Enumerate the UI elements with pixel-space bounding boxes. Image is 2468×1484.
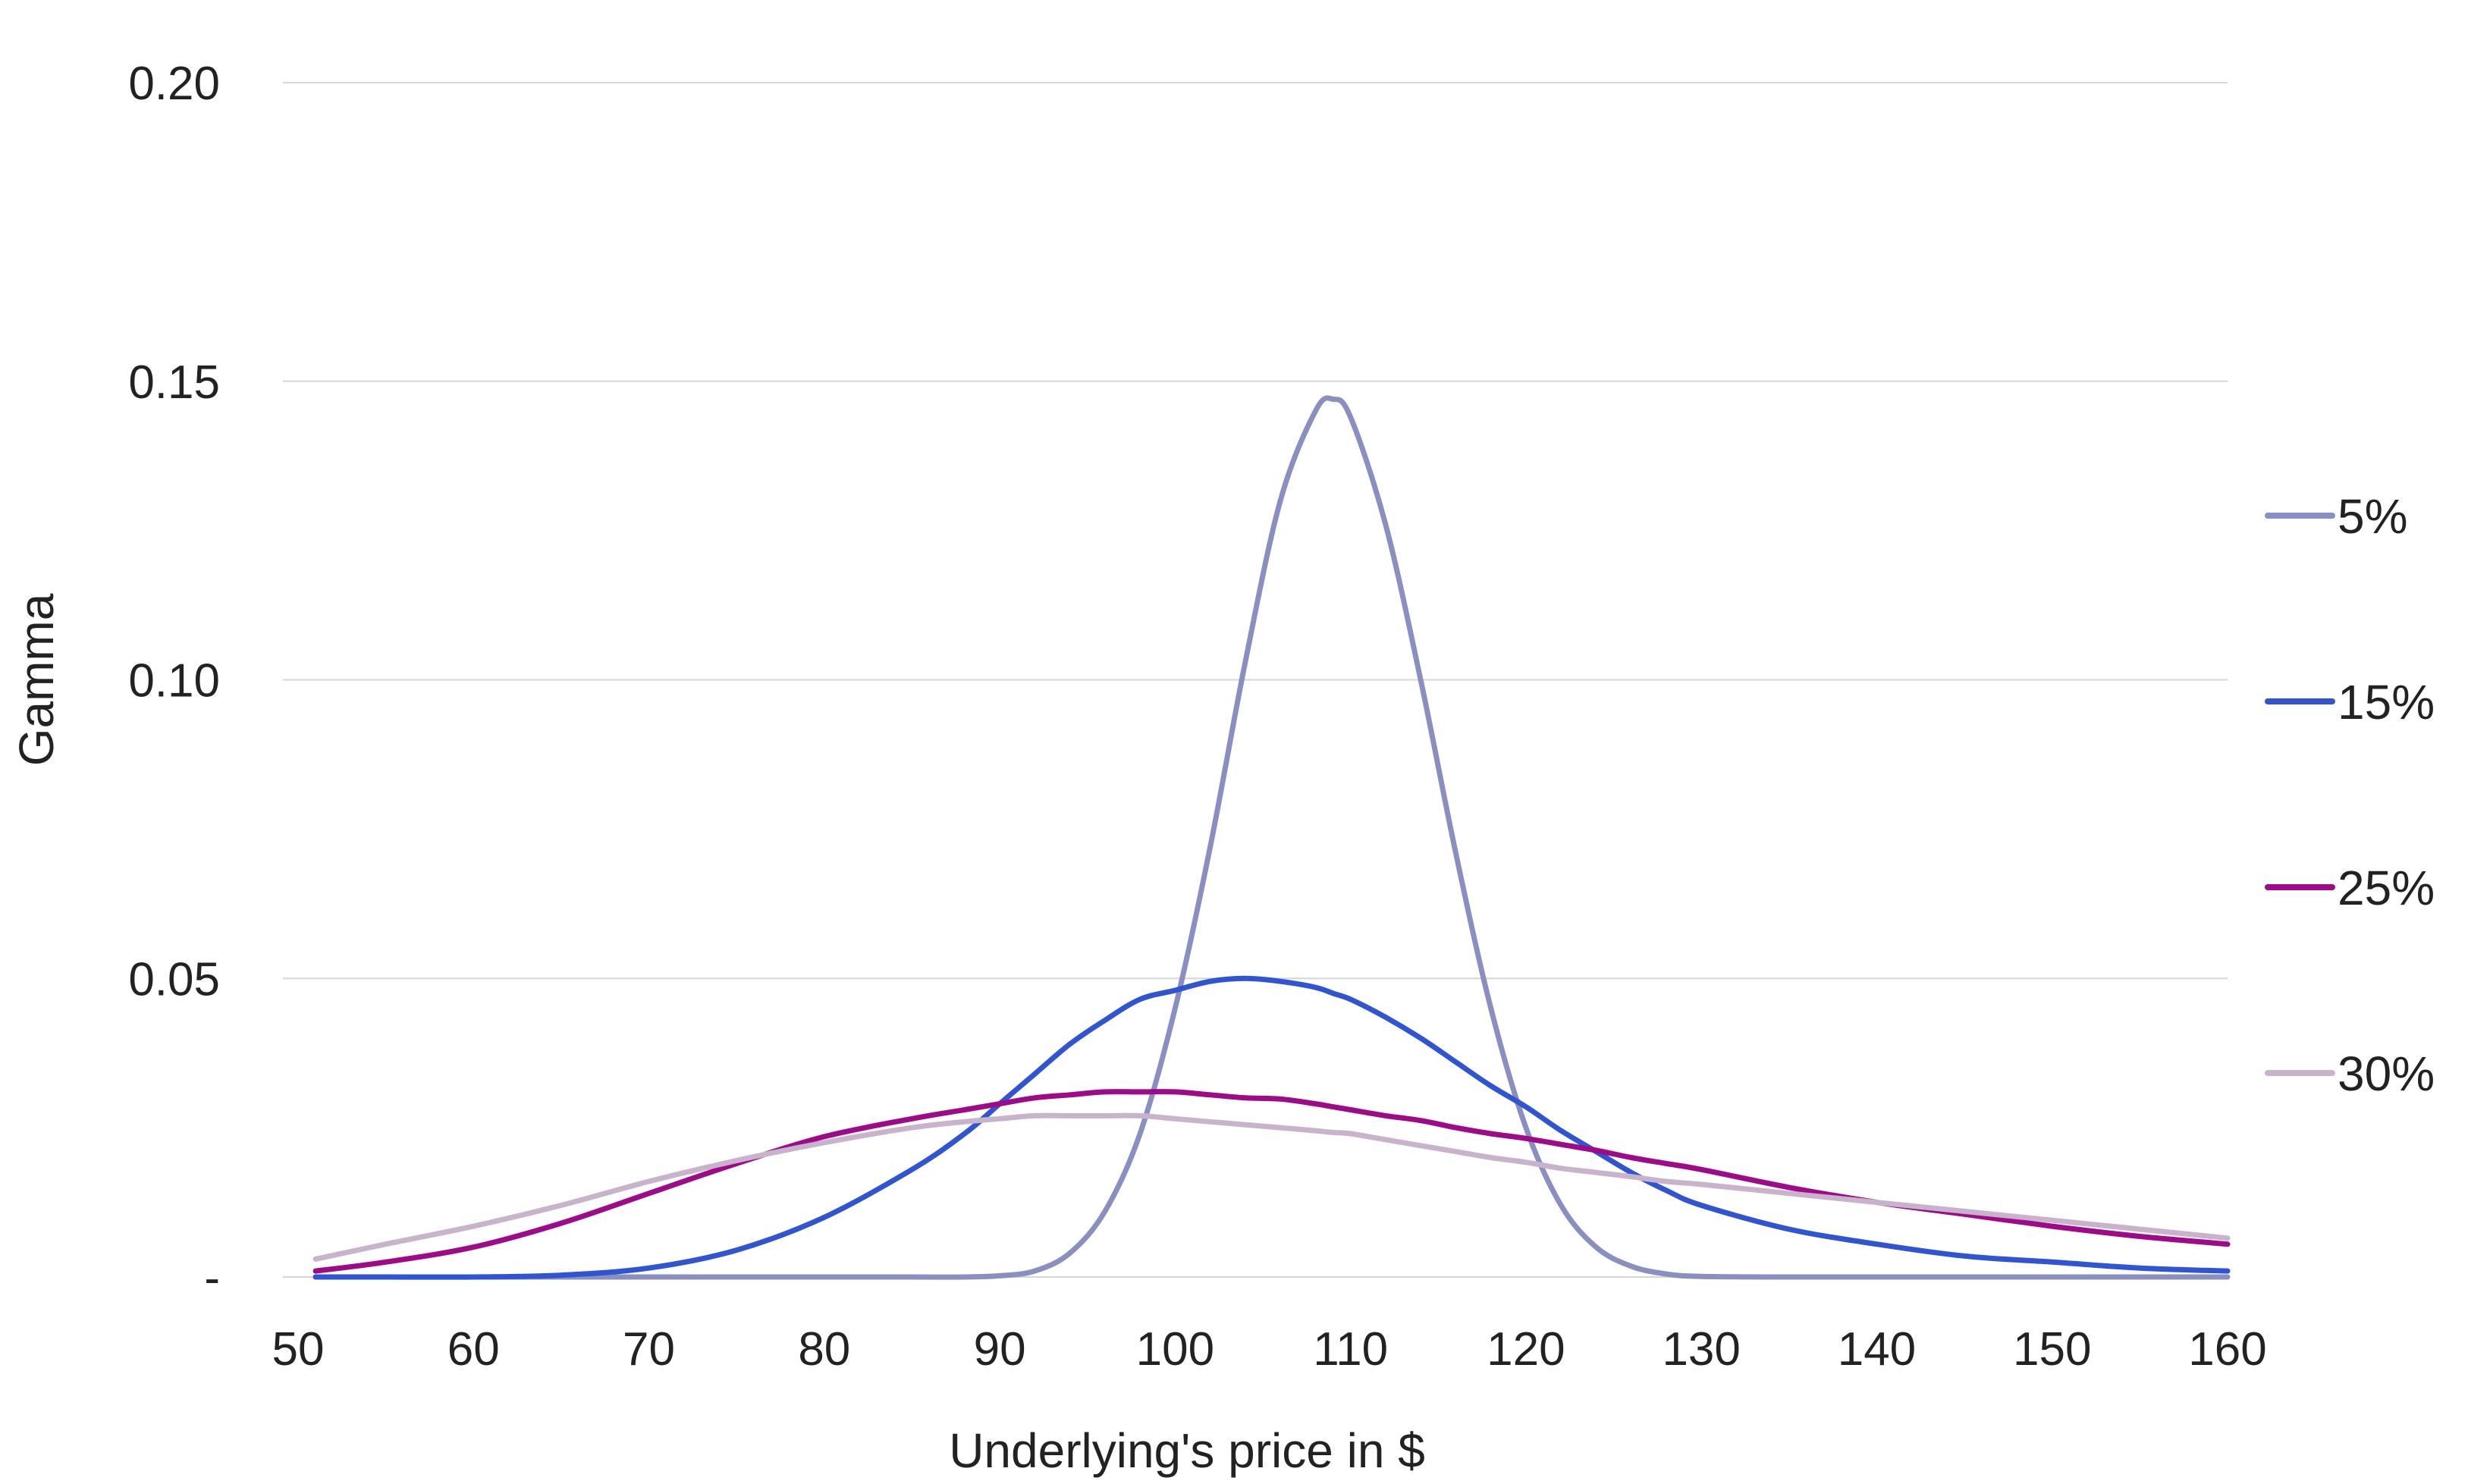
legend-label: 5% (2338, 489, 2408, 544)
x-tick-label: 80 (798, 1323, 850, 1376)
x-axis-ticks: 50 60 70 80 90 100 110 120 130 140 150 160 (272, 1323, 2267, 1376)
series-line-15pct (312, 975, 2231, 1280)
legend: 5% 15% 25% 30% (2265, 489, 2435, 1101)
y-tick-label: 0.05 (128, 953, 220, 1006)
x-tick-label: 90 (974, 1323, 1026, 1376)
x-axis-title: Underlying's price in $ (949, 1423, 1425, 1478)
y-axis-title: Gamma (9, 593, 64, 766)
x-tick-label: 100 (1136, 1323, 1214, 1376)
x-tick-label: 110 (1313, 1323, 1388, 1376)
x-tick-label: 120 (1487, 1323, 1565, 1376)
x-tick-label: 140 (1838, 1323, 1916, 1376)
legend-label: 25% (2338, 861, 2435, 915)
x-tick-label: 70 (623, 1323, 675, 1376)
series-line-5pct (312, 395, 2231, 1280)
x-tick-label: 160 (2188, 1323, 2266, 1376)
legend-label: 30% (2338, 1046, 2435, 1101)
x-tick-label: 60 (447, 1323, 500, 1376)
x-tick-label: 50 (272, 1323, 325, 1376)
x-tick-label: 150 (2013, 1323, 2091, 1376)
y-tick-label: 0.20 (128, 58, 220, 110)
series-lines (312, 395, 2231, 1280)
y-tick-label: 0.15 (128, 356, 220, 409)
series-line-25pct (312, 1089, 2231, 1274)
series-line-30pct (312, 1112, 2231, 1262)
y-tick-label: 0.10 (128, 655, 220, 707)
y-axis-ticks: - 0.05 0.10 0.15 0.20 (128, 58, 220, 1304)
x-tick-label: 130 (1662, 1323, 1740, 1376)
y-tick-label: - (204, 1252, 220, 1304)
legend-label: 15% (2338, 675, 2435, 729)
